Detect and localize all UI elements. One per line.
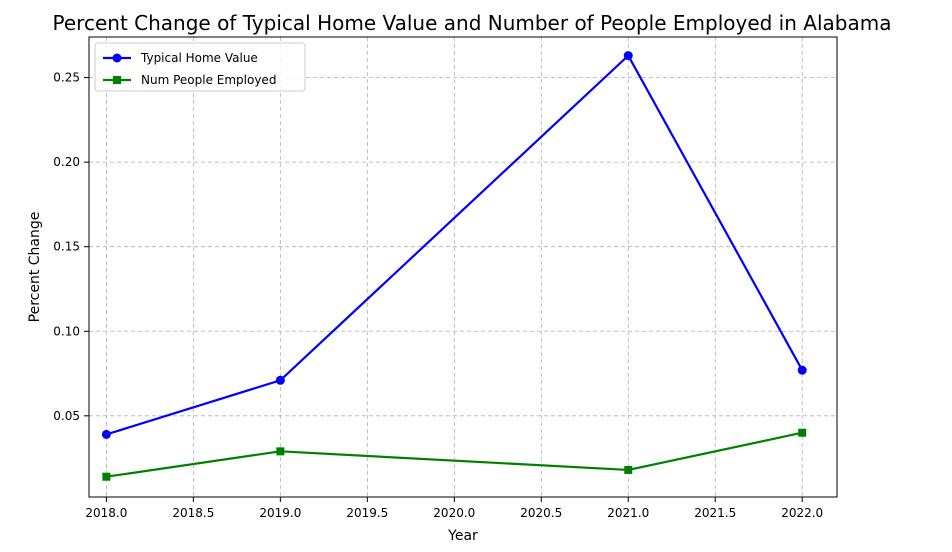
y-tick-label: 0.20 — [53, 155, 80, 169]
legend-marker — [112, 53, 122, 63]
y-tick-label: 0.25 — [53, 71, 80, 85]
x-tick-label: 2018.0 — [85, 506, 127, 520]
series-line-1 — [106, 431, 803, 478]
plot-frame — [88, 36, 838, 498]
series-lines — [106, 53, 804, 478]
data-point — [797, 365, 807, 375]
y-axis-label: Percent Change — [27, 212, 43, 323]
legend-label: Typical Home Value — [140, 51, 258, 65]
x-tick-label: 2022.0 — [781, 506, 823, 520]
series-line-0 — [106, 53, 804, 436]
legend-marker — [113, 76, 121, 84]
x-tick-label: 2018.5 — [172, 506, 214, 520]
legend: Typical Home Value Num People Employed — [94, 42, 306, 92]
x-tick-label: 2020.5 — [520, 506, 562, 520]
y-tick-label: 0.15 — [53, 240, 80, 254]
y-tick-label: 0.05 — [53, 409, 80, 423]
x-tick-label: 2019.5 — [346, 506, 388, 520]
legend-label: Num People Employed — [141, 73, 276, 87]
data-point — [624, 465, 633, 474]
data-point — [798, 428, 807, 437]
x-axis-label: Year — [447, 528, 478, 544]
data-point — [623, 51, 633, 61]
data-point — [276, 447, 285, 456]
data-point — [101, 429, 111, 439]
data-point — [102, 472, 111, 481]
x-axis-ticks: 2018.0 2018.5 2019.0 2019.5 2020.0 2020.5 2021… — [85, 497, 823, 520]
x-tick-label: 2020.0 — [433, 506, 475, 520]
legend-box — [94, 42, 306, 92]
y-axis-ticks: 0.05 0.10 0.15 0.20 0.25 — [53, 71, 89, 423]
x-tick-label: 2021.5 — [694, 506, 736, 520]
x-tick-label: 2019.0 — [259, 506, 301, 520]
grid — [89, 37, 837, 497]
data-point — [275, 375, 285, 385]
chart-title: Percent Change of Typical Home Value and… — [53, 11, 892, 35]
x-tick-label: 2021.0 — [607, 506, 649, 520]
y-tick-label: 0.10 — [53, 324, 80, 338]
series-points — [101, 51, 807, 481]
